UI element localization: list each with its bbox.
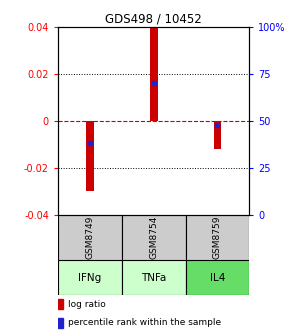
Text: TNFa: TNFa [141,272,166,283]
Bar [86,121,94,191]
Text: IFNg: IFNg [78,272,102,283]
Bar [122,260,186,295]
Text: percentile rank within the sample: percentile rank within the sample [68,318,221,327]
Bar [122,215,186,260]
Text: GSM8754: GSM8754 [149,216,158,259]
Text: GSM8749: GSM8749 [85,216,95,259]
Bar [58,260,122,295]
Bar [58,299,63,309]
Bar [186,215,249,260]
Bar [150,27,157,121]
Bar [186,260,249,295]
Bar [214,121,221,149]
Text: IL4: IL4 [210,272,225,283]
Text: log ratio: log ratio [68,300,105,308]
Title: GDS498 / 10452: GDS498 / 10452 [105,13,202,26]
Bar [58,318,63,328]
Text: GSM8759: GSM8759 [213,216,222,259]
Bar [58,215,122,260]
